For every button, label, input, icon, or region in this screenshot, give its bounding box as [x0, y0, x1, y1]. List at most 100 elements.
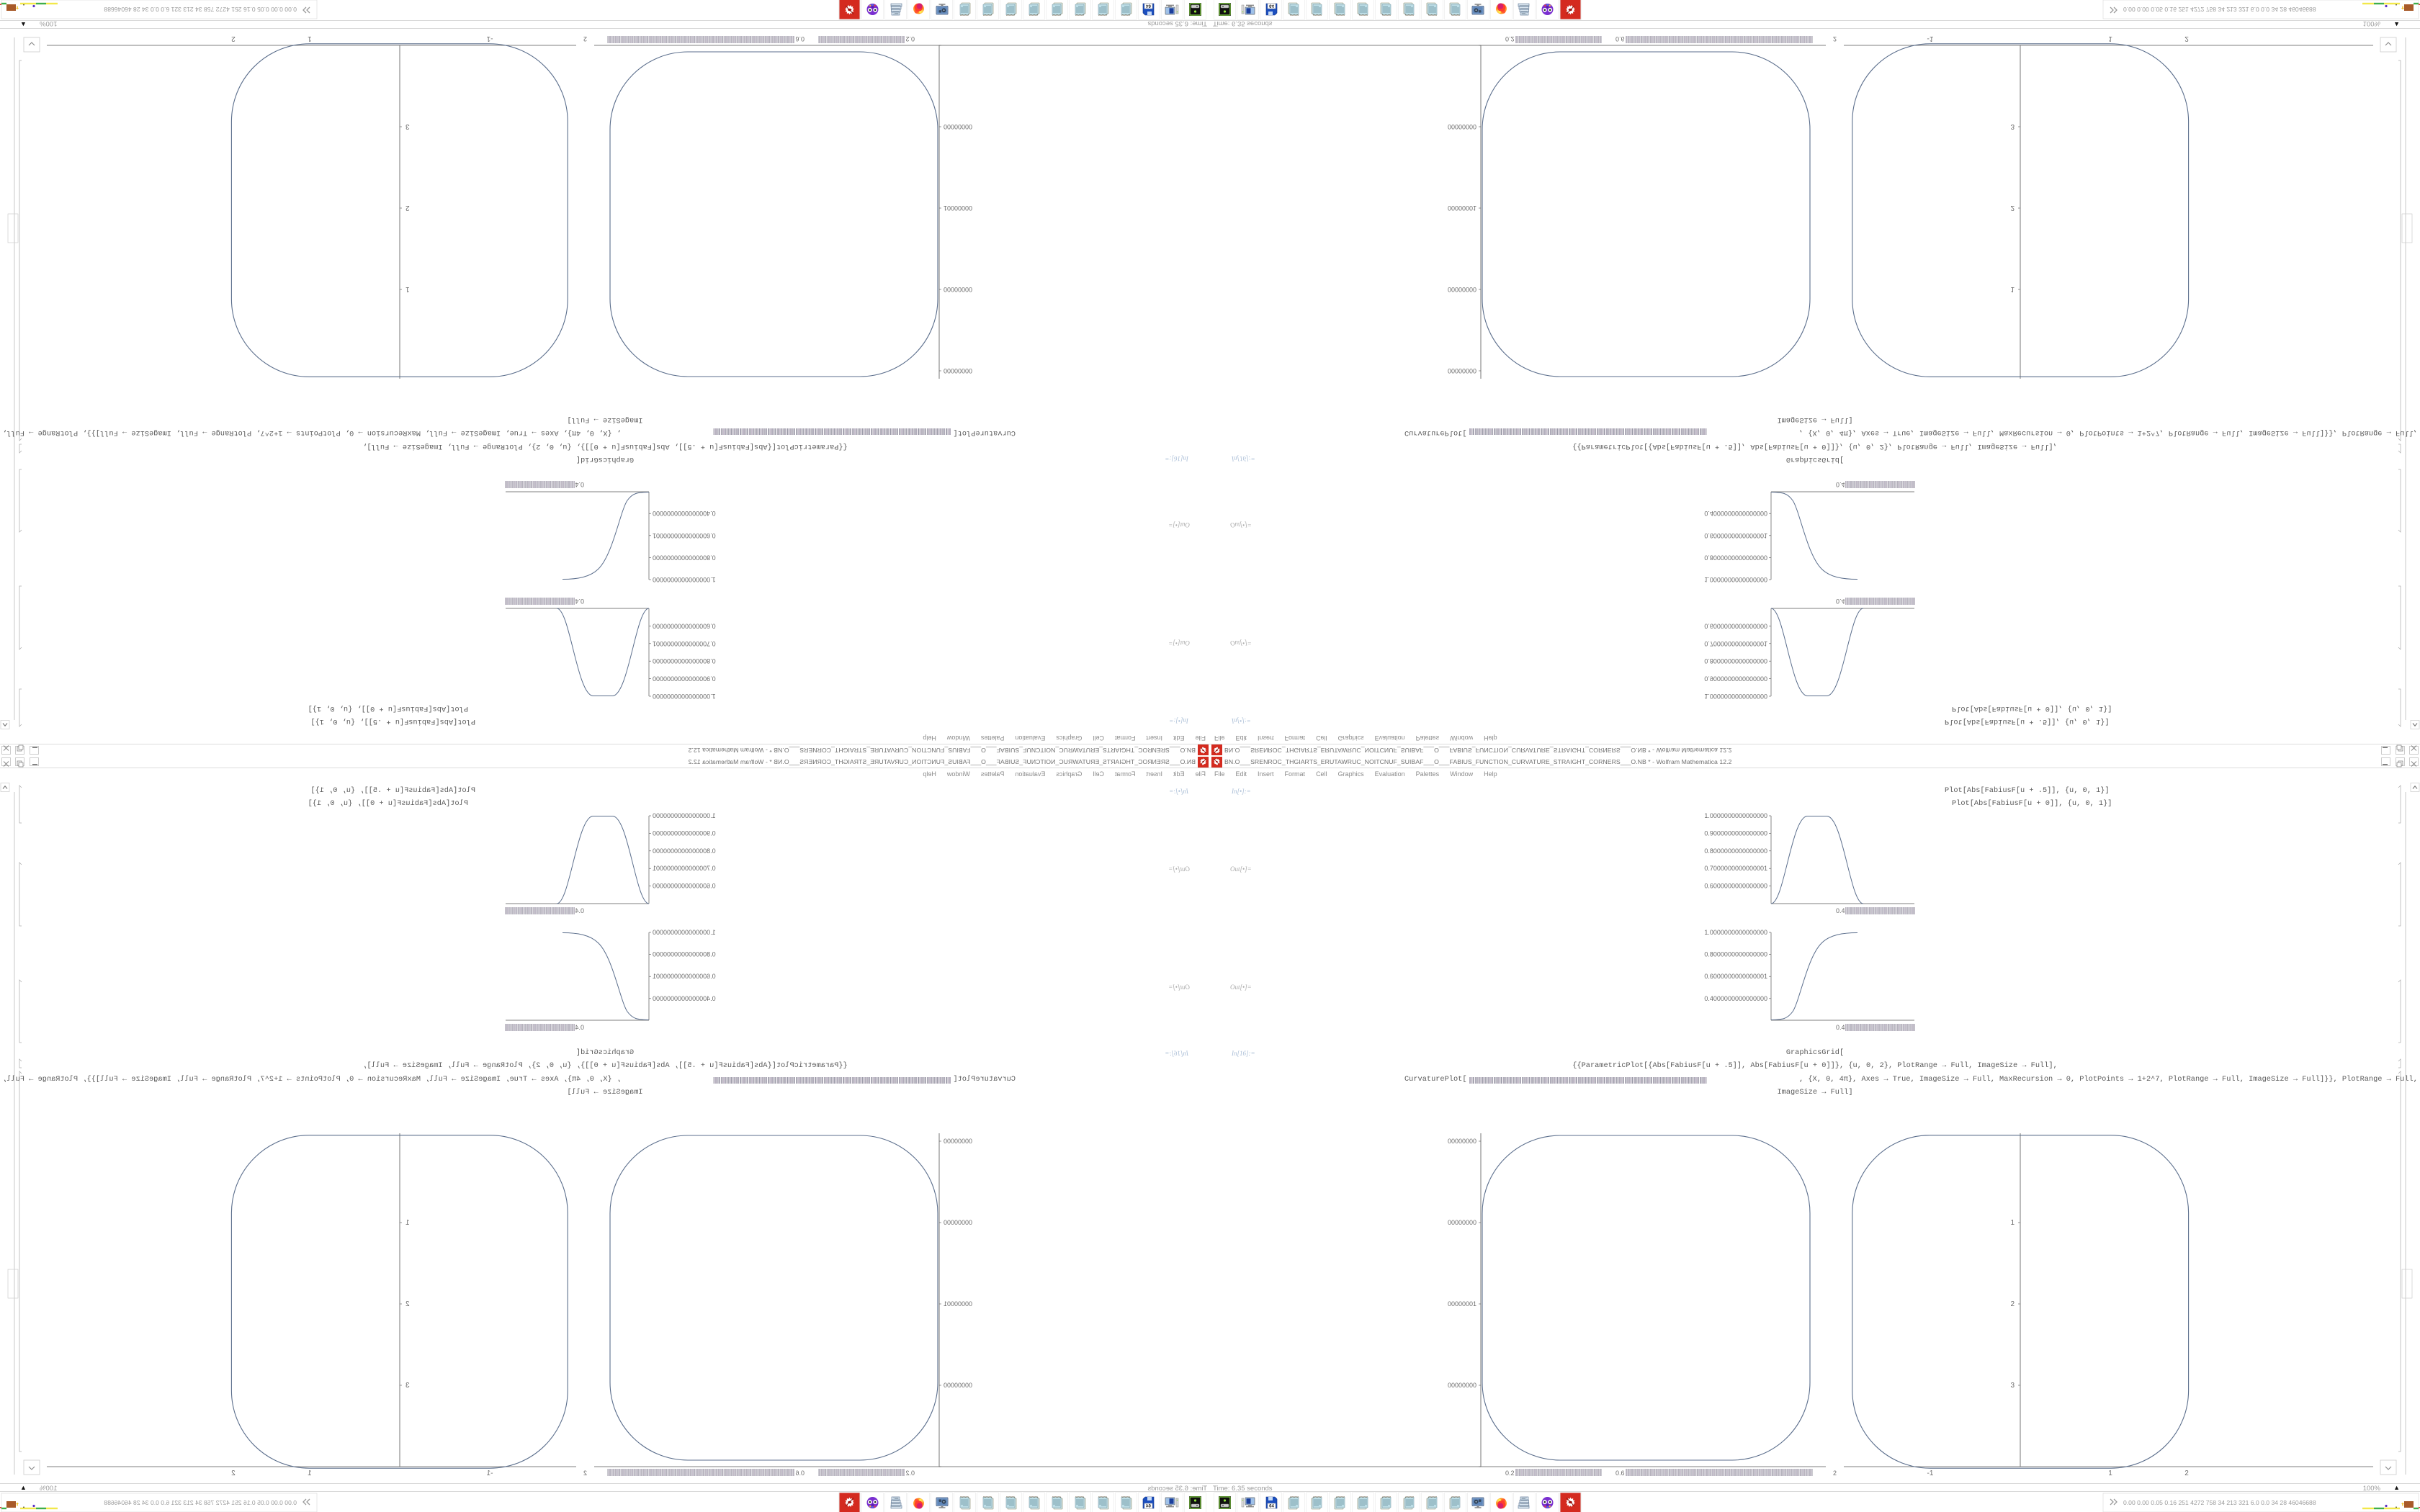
svg-text:0.2: 0.2: [905, 1470, 915, 1477]
svg-text:1: 1: [2108, 35, 2112, 42]
svg-text:64: 64: [1146, 1505, 1151, 1509]
svg-text:0.8000000000000000: 0.8000000000000000: [653, 951, 716, 958]
svg-text:1.0000000000000000: 1.0000000000000000: [653, 693, 716, 700]
svg-text:2: 2: [1833, 1470, 1837, 1477]
svg-text:0.2: 0.2: [1505, 1470, 1515, 1477]
svg-text:2: 2: [583, 35, 587, 42]
svg-text:00000000: 00000000: [944, 367, 972, 374]
svg-text:2: 2: [2184, 35, 2189, 42]
svg-text:0.7000000000000001: 0.7000000000000001: [1704, 865, 1767, 872]
svg-text:0.6000000000000000: 0.6000000000000000: [653, 622, 716, 629]
svg-text:-1: -1: [486, 35, 493, 42]
svg-text:0.6000000000000001: 0.6000000000000001: [653, 532, 716, 539]
svg-text:0.00 0.00 0.05 0.16 251 4272 7: 0.00 0.00 0.05 0.16 251 4272 758 34 213 …: [2123, 1499, 2316, 1506]
svg-text:00000000: 00000000: [944, 1219, 972, 1226]
svg-text:0.00 0.00 0.05 0.16 251 4272 7: 0.00 0.00 0.05 0.16 251 4272 758 34 213 …: [2123, 6, 2316, 13]
svg-text:00000000: 00000000: [944, 286, 972, 293]
svg-text:0.4: 0.4: [575, 1024, 584, 1031]
svg-text:1: 1: [405, 1219, 410, 1227]
svg-text:00000001: 00000001: [944, 1300, 972, 1308]
svg-text:0.6000000000000000: 0.6000000000000000: [653, 883, 716, 890]
svg-text:64: 64: [1269, 4, 1274, 8]
svg-text:1.0000000000000000: 1.0000000000000000: [653, 929, 716, 936]
svg-text:-1: -1: [1927, 1470, 1934, 1477]
svg-text:0.4: 0.4: [1836, 1024, 1845, 1031]
svg-text:00000001: 00000001: [1448, 204, 1476, 212]
svg-text:00000000: 00000000: [1448, 1138, 1476, 1145]
svg-text:0.6: 0.6: [1615, 35, 1625, 42]
svg-text:1.0000000000000000: 1.0000000000000000: [1704, 576, 1767, 583]
svg-text:-1: -1: [486, 1470, 493, 1477]
svg-text:1.0000000000000000: 1.0000000000000000: [1704, 812, 1767, 819]
svg-text:0.6000000000000001: 0.6000000000000001: [653, 973, 716, 980]
svg-text:1.0000000000000000: 1.0000000000000000: [653, 576, 716, 583]
svg-text:0.4: 0.4: [575, 598, 584, 605]
svg-text:0.8000000000000000: 0.8000000000000000: [653, 657, 716, 665]
svg-text:0.4000000000000000: 0.4000000000000000: [653, 510, 716, 517]
svg-text:3: 3: [2010, 122, 2015, 130]
svg-text:00000000: 00000000: [944, 123, 972, 130]
svg-text:00000000: 00000000: [1448, 123, 1476, 130]
svg-text:1: 1: [2010, 285, 2015, 293]
svg-text:0.4000000000000000: 0.4000000000000000: [1704, 510, 1767, 517]
svg-text:2: 2: [405, 204, 410, 212]
svg-text:00000000: 00000000: [944, 1138, 972, 1145]
svg-text:0.6000000000000001: 0.6000000000000001: [1704, 973, 1767, 980]
svg-text:0.4: 0.4: [575, 481, 584, 488]
svg-text:1: 1: [308, 1470, 312, 1477]
svg-text:0.4: 0.4: [575, 907, 584, 914]
svg-text:00000000: 00000000: [1448, 1382, 1476, 1389]
svg-text:2: 2: [231, 1470, 236, 1477]
svg-text:00000000: 00000000: [1448, 1219, 1476, 1226]
svg-text:0.8000000000000000: 0.8000000000000000: [1704, 554, 1767, 561]
svg-text:0.8000000000000000: 0.8000000000000000: [1704, 951, 1767, 958]
svg-text:0.9000000000000000: 0.9000000000000000: [653, 829, 716, 837]
svg-text:0.2: 0.2: [905, 35, 915, 42]
svg-text:0.6: 0.6: [1615, 1470, 1625, 1477]
svg-text:0.4: 0.4: [1836, 481, 1845, 488]
svg-text:3: 3: [405, 1382, 410, 1390]
svg-text:0.8000000000000000: 0.8000000000000000: [1704, 657, 1767, 665]
svg-text:0.7000000000000001: 0.7000000000000001: [1704, 640, 1767, 647]
svg-text:1.0000000000000000: 1.0000000000000000: [653, 812, 716, 819]
svg-text:00000000: 00000000: [1448, 367, 1476, 374]
svg-text:1.0000000000000000: 1.0000000000000000: [1704, 693, 1767, 700]
svg-text:0.00 0.00 0.05 0.16 251 4272 7: 0.00 0.00 0.05 0.16 251 4272 758 34 213 …: [104, 1499, 297, 1506]
svg-text:1: 1: [308, 35, 312, 42]
svg-text:2: 2: [2184, 1470, 2189, 1477]
svg-text:0.6000000000000001: 0.6000000000000001: [1704, 532, 1767, 539]
svg-text:0.7000000000000001: 0.7000000000000001: [653, 640, 716, 647]
svg-text:0.6000000000000000: 0.6000000000000000: [1704, 883, 1767, 890]
svg-text:0.8000000000000000: 0.8000000000000000: [653, 554, 716, 561]
svg-text:2: 2: [2010, 204, 2015, 212]
svg-text:2: 2: [2010, 1300, 2015, 1308]
svg-text:0.6: 0.6: [795, 1470, 805, 1477]
svg-text:0.6: 0.6: [795, 35, 805, 42]
svg-text:2: 2: [583, 1470, 587, 1477]
svg-text:0.4: 0.4: [1836, 598, 1845, 605]
svg-text:64: 64: [1146, 4, 1151, 8]
svg-text:00000001: 00000001: [944, 204, 972, 212]
svg-text:0.9000000000000000: 0.9000000000000000: [1704, 829, 1767, 837]
svg-text:0.7000000000000001: 0.7000000000000001: [653, 865, 716, 872]
svg-text:1.0000000000000000: 1.0000000000000000: [1704, 929, 1767, 936]
svg-text:1: 1: [2010, 1219, 2015, 1227]
svg-text:00000000: 00000000: [1448, 286, 1476, 293]
svg-text:0.8000000000000000: 0.8000000000000000: [1704, 847, 1767, 855]
svg-text:2: 2: [231, 35, 236, 42]
svg-text:0.00 0.00 0.05 0.16 251 4272 7: 0.00 0.00 0.05 0.16 251 4272 758 34 213 …: [104, 6, 297, 13]
svg-text:1: 1: [405, 285, 410, 293]
svg-text:2: 2: [1833, 35, 1837, 42]
svg-text:0.8000000000000000: 0.8000000000000000: [653, 847, 716, 855]
svg-text:-1: -1: [1927, 35, 1934, 42]
svg-text:1: 1: [2108, 1470, 2112, 1477]
svg-text:2: 2: [405, 1300, 410, 1308]
svg-text:64: 64: [1269, 1505, 1274, 1509]
svg-text:0.4000000000000000: 0.4000000000000000: [653, 995, 716, 1002]
svg-text:0.6000000000000000: 0.6000000000000000: [1704, 622, 1767, 629]
svg-text:3: 3: [2010, 1382, 2015, 1390]
svg-text:0.9000000000000000: 0.9000000000000000: [653, 675, 716, 683]
svg-text:0.2: 0.2: [1505, 35, 1515, 42]
svg-text:0.9000000000000000: 0.9000000000000000: [1704, 675, 1767, 683]
svg-text:00000000: 00000000: [944, 1382, 972, 1389]
